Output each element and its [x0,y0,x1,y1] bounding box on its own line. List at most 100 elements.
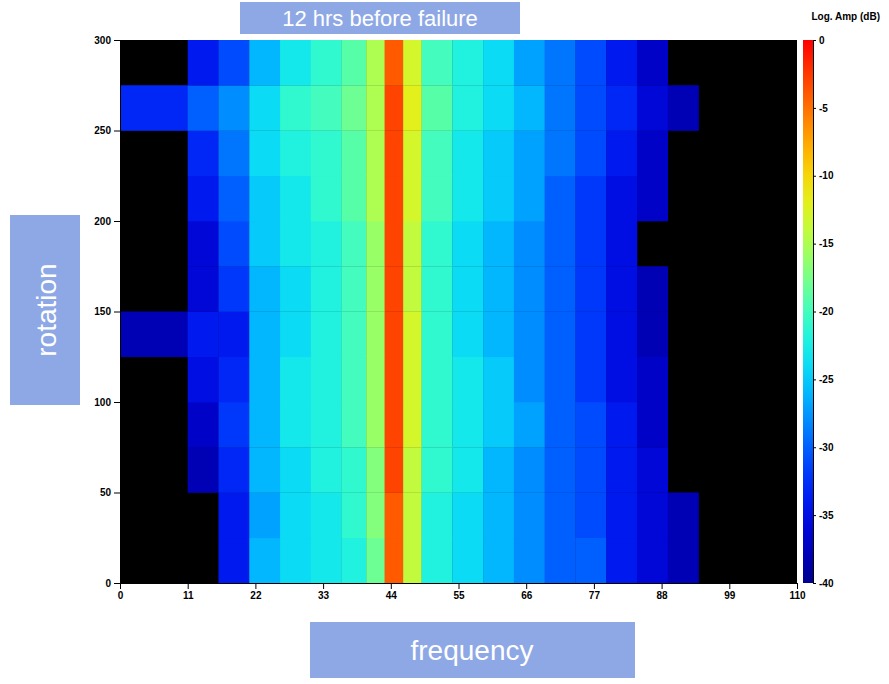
cell [385,402,404,448]
cell [218,402,249,448]
cell [218,266,249,312]
cell [606,493,637,539]
cell [514,85,545,131]
x-tick-mark [797,583,798,589]
cell [452,131,483,177]
y-axis: 050100150200250300 [94,35,120,589]
x-tick: 22 [250,583,262,601]
cell [606,266,637,312]
cell [366,131,385,177]
cell [311,40,342,86]
cell [188,40,219,86]
cell [452,493,483,539]
cell [218,493,249,539]
colorbar-tick-label: -40 [819,578,834,589]
colorbar-tick-mark [813,312,816,313]
cell [366,176,385,222]
cell [249,357,280,403]
cell [342,493,367,539]
cell [483,538,514,583]
cell [514,312,545,358]
y-label-box [10,215,80,405]
x-tick-mark [662,583,663,589]
cell [575,266,606,312]
cell [545,357,576,403]
cell [545,176,576,222]
cell [606,447,637,493]
cell [637,85,668,131]
y-tick-label: 100 [94,397,111,408]
cell [403,131,422,177]
x-tick-label: 44 [386,590,398,601]
cell [575,447,606,493]
cell [366,40,385,86]
cell [403,493,422,539]
y-tick: 0 [105,578,120,589]
cell [385,493,404,539]
cell [366,402,385,448]
cell [637,357,668,403]
cell [575,357,606,403]
cell [280,357,311,403]
cell [452,266,483,312]
cell [606,131,637,177]
cell [483,221,514,267]
colorbar-tick-label: -30 [819,442,834,453]
x-label: frequency [411,635,534,666]
cell [514,40,545,86]
colorbar-axis: -40-35-30-25-20-15-10-50 [813,35,834,589]
cell [366,357,385,403]
cell [342,447,367,493]
cell [218,312,249,358]
cell [120,312,188,358]
cell [311,266,342,312]
cell [120,85,188,131]
cell [311,312,342,358]
x-tick-mark [120,583,121,589]
cell [311,538,342,583]
cell [575,312,606,358]
cell [249,40,280,86]
cell [483,40,514,86]
x-label-box [310,622,635,678]
cell [280,447,311,493]
cell [637,131,668,177]
cell [545,402,576,448]
cell [385,85,404,131]
colorbar-tick-mark [813,108,816,109]
colorbar-tick-mark [813,583,816,584]
cell [342,312,367,358]
cell [280,266,311,312]
cell [483,312,514,358]
y-tick-label: 150 [94,306,111,317]
cell [575,493,606,539]
cell [545,221,576,267]
cell [366,85,385,131]
cell [668,493,699,539]
y-tick: 150 [94,306,120,317]
cell [575,538,606,583]
cell [342,85,367,131]
cell [385,447,404,493]
y-tick-mark [114,40,120,41]
x-tick: 66 [521,583,533,601]
x-tick-label: 55 [453,590,465,601]
cell [249,402,280,448]
cell [606,85,637,131]
cell [366,493,385,539]
colorbar-tick-mark [813,447,816,448]
y-tick-label: 200 [94,216,111,227]
cell [483,357,514,403]
cell [514,221,545,267]
cell [545,538,576,583]
x-tick-label: 110 [789,590,806,601]
cell [606,176,637,222]
cell [342,266,367,312]
cell [514,357,545,403]
cell [385,266,404,312]
cell [452,402,483,448]
x-tick-label: 99 [724,590,736,601]
cell [280,85,311,131]
cell [188,357,219,403]
cell [249,85,280,131]
